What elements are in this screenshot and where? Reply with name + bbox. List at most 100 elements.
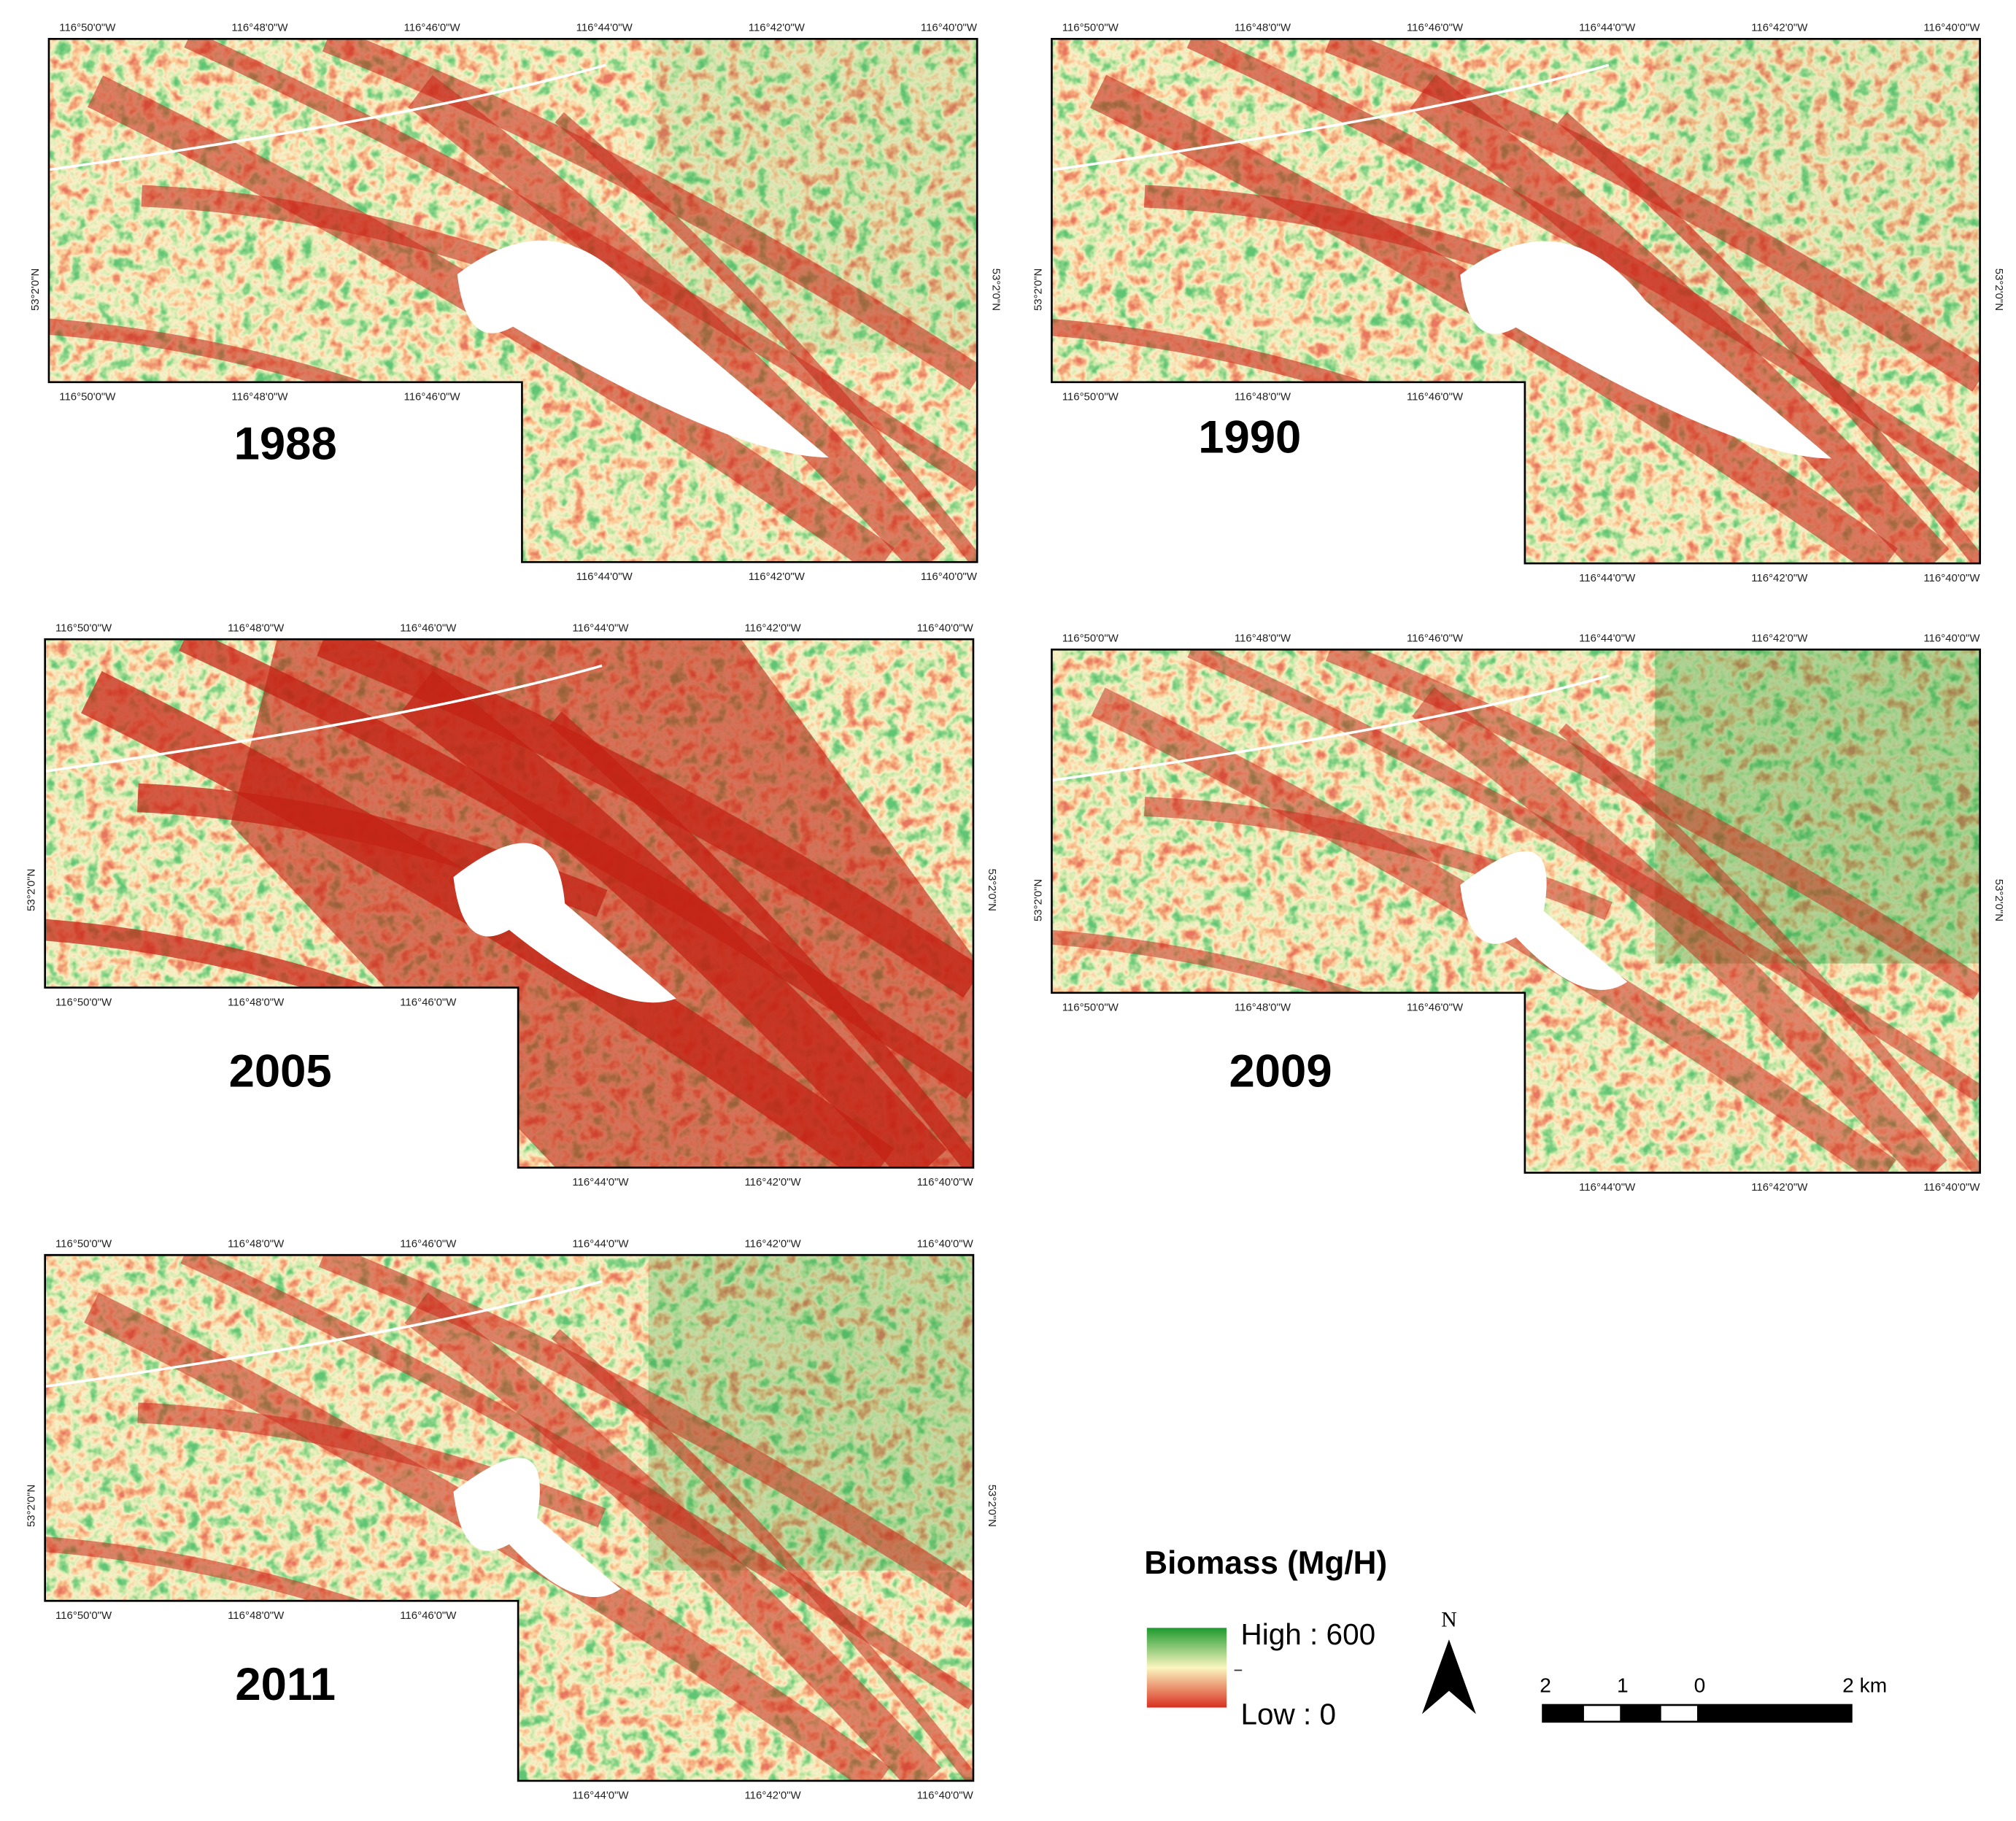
- longitude-label: 116°42'0"W: [749, 571, 806, 583]
- high-biomass-area: [1655, 649, 1980, 964]
- scale-segment: [1620, 1704, 1661, 1722]
- longitude-label: 116°44'0"W: [1579, 22, 1636, 34]
- low-biomass-corridor: [1410, 74, 1950, 564]
- panel-border: [1051, 37, 1981, 565]
- longitude-label: 116°48'0"W: [1235, 22, 1291, 34]
- map-raster: [1051, 649, 1980, 1173]
- latitude-label: 53°2'0"N: [1993, 268, 2005, 311]
- longitude-label: 116°48'0"W: [231, 22, 288, 34]
- longitude-label: 116°46'0"W: [400, 1238, 457, 1250]
- latitude-label: 53°2'0"N: [989, 268, 1002, 311]
- longitude-label: 116°40'0"W: [1923, 22, 1980, 34]
- longitude-label: 116°48'0"W: [228, 1609, 285, 1622]
- scale-segment: [1696, 1704, 1852, 1722]
- map-raster: [1051, 39, 1980, 564]
- longitude-label: 116°42'0"W: [744, 1238, 801, 1250]
- longitude-label: 116°44'0"W: [572, 1790, 629, 1802]
- low-biomass-corridor: [551, 1329, 973, 1781]
- longitude-label: 116°46'0"W: [1407, 633, 1464, 645]
- latitude-label: 53°2'0"N: [26, 1485, 38, 1527]
- low-biomass-corridor: [404, 1292, 941, 1781]
- longitude-label: 116°50'0"W: [59, 22, 116, 34]
- map-panel: 116°50'0"W 116°50'0"W 116°48'0"W 116°48'0"W…: [26, 622, 998, 1188]
- year-label: 1988: [234, 418, 337, 469]
- panel-border: [1051, 648, 1981, 1174]
- scale-label: 2: [1540, 1673, 1551, 1696]
- longitude-label: 116°48'0"W: [231, 390, 288, 403]
- longitude-label: 116°44'0"W: [572, 622, 629, 635]
- low-biomass-corridor: [1324, 39, 1980, 392]
- scale-segment: [1542, 1704, 1584, 1722]
- longitude-label: 116°48'0"W: [228, 622, 285, 635]
- water-body: [1460, 241, 1832, 459]
- longitude-label: 116°40'0"W: [917, 622, 974, 635]
- longitude-label: 116°46'0"W: [1407, 1001, 1464, 1013]
- fine-line: [48, 63, 606, 171]
- high-biomass-area: [652, 39, 978, 353]
- longitude-label: 116°50'0"W: [1062, 22, 1119, 34]
- panel-border: [44, 638, 975, 1169]
- longitude-label: 116°48'0"W: [1235, 633, 1291, 645]
- panel-border: [44, 1253, 975, 1782]
- water-body: [457, 240, 829, 458]
- longitude-label: 116°48'0"W: [1235, 390, 1291, 403]
- fine-line: [45, 664, 603, 773]
- longitude-label: 116°44'0"W: [1579, 633, 1636, 645]
- longitude-label: 116°44'0"W: [572, 1238, 629, 1250]
- high-biomass-area: [648, 1255, 973, 1571]
- map-panel: 116°50'0"W 116°50'0"W 116°48'0"W 116°48'0"W…: [29, 22, 1002, 583]
- longitude-label: 116°50'0"W: [55, 1609, 112, 1622]
- longitude-label: 116°40'0"W: [917, 1176, 974, 1188]
- longitude-label: 116°48'0"W: [228, 1238, 285, 1250]
- longitude-label: 116°44'0"W: [1579, 1181, 1636, 1194]
- burned-area: [231, 639, 973, 1168]
- low-biomass-corridor: [1557, 112, 1980, 564]
- longitude-label: 116°42'0"W: [1751, 633, 1808, 645]
- map-panel: 116°50'0"W 116°50'0"W 116°48'0"W 116°48'0"W…: [26, 1238, 998, 1802]
- legend-ramp: [1146, 1628, 1227, 1708]
- scale-label: 0: [1694, 1673, 1706, 1696]
- latitude-label: 53°2'0"N: [986, 869, 998, 911]
- longitude-label: 116°40'0"W: [1923, 633, 1980, 645]
- map-panel: 116°50'0"W 116°50'0"W 116°48'0"W 116°48'0"W…: [1032, 22, 2004, 584]
- longitude-label: 116°42'0"W: [744, 622, 801, 635]
- year-label: 2005: [229, 1045, 332, 1097]
- longitude-label: 116°50'0"W: [59, 390, 116, 403]
- longitude-label: 116°40'0"W: [921, 22, 978, 34]
- longitude-label: 116°44'0"W: [1579, 572, 1636, 584]
- latitude-label: 53°2'0"N: [1032, 879, 1044, 921]
- fine-line: [45, 1280, 603, 1388]
- scale-label: 2 km: [1842, 1673, 1887, 1696]
- low-biomass-corridor: [322, 39, 978, 390]
- map-raster: [45, 1255, 973, 1781]
- longitude-label: 116°44'0"W: [572, 1176, 629, 1188]
- longitude-label: 116°46'0"W: [400, 622, 457, 635]
- low-biomass-corridor: [318, 1255, 973, 1608]
- legend-low: Low : 0: [1240, 1697, 1336, 1731]
- water-body: [453, 843, 676, 1003]
- north-arrow-shape: [1421, 1639, 1476, 1714]
- year-label: 1990: [1198, 412, 1301, 463]
- high-biomass-area: [1655, 39, 1980, 354]
- map-panel: 116°50'0"W 116°50'0"W 116°48'0"W 116°48'0"W…: [1032, 633, 2004, 1194]
- longitude-label: 116°48'0"W: [228, 996, 285, 1008]
- fine-line: [1051, 63, 1610, 171]
- longitude-label: 116°50'0"W: [55, 622, 112, 635]
- legend-title: Biomass (Mg/H): [1144, 1545, 1387, 1581]
- longitude-label: 116°46'0"W: [1407, 22, 1464, 34]
- latitude-label: 53°2'0"N: [1993, 879, 2005, 921]
- year-label: 2011: [235, 1659, 336, 1710]
- longitude-label: 116°42'0"W: [744, 1790, 801, 1802]
- longitude-label: 116°46'0"W: [404, 22, 461, 34]
- latitude-label: 53°2'0"N: [29, 268, 42, 311]
- low-biomass-corridor: [1558, 723, 1980, 1173]
- longitude-label: 116°50'0"W: [1062, 633, 1119, 645]
- year-label: 2009: [1229, 1045, 1332, 1097]
- longitude-label: 116°40'0"W: [1923, 1181, 1980, 1194]
- scale-label: 1: [1617, 1673, 1629, 1696]
- longitude-label: 116°42'0"W: [744, 1176, 801, 1188]
- fine-line: [1051, 674, 1610, 782]
- longitude-label: 116°44'0"W: [576, 571, 633, 583]
